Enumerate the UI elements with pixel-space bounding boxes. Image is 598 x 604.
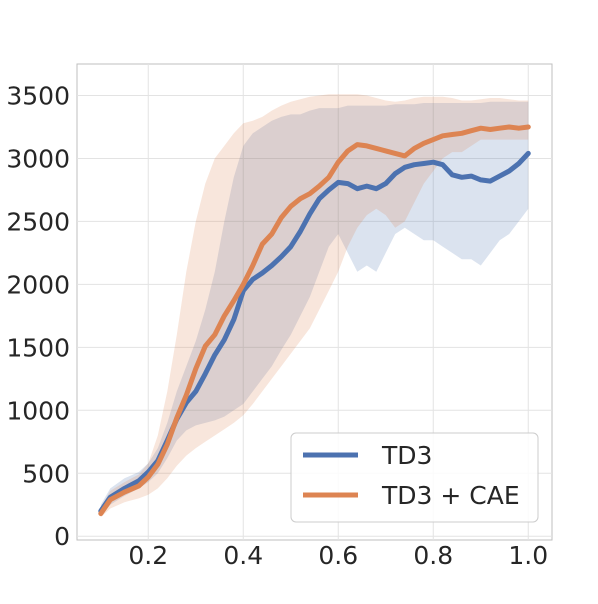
line-td3-cae	[98, 124, 531, 517]
y-tick-label: 0	[54, 522, 70, 551]
legend: TD3 TD3 + CAE	[290, 432, 539, 523]
y-tick-label: 1500	[6, 333, 70, 362]
band-td3-cae	[100, 94, 529, 518]
series-lines	[98, 124, 531, 517]
band-td3	[100, 101, 529, 517]
y-tick-label: 3000	[6, 144, 70, 173]
x-tick-label: 0.6	[318, 541, 358, 570]
y-tick-label: 2500	[6, 207, 70, 236]
x-tick-label: 0.2	[128, 541, 168, 570]
y-tick-label: 3500	[6, 81, 70, 110]
y-tick-label: 500	[22, 459, 70, 488]
axis-ticks: 0.2 0.4 0.6 0.8 1.0 0 500 1000 1500 2000 2500 3000 3…	[6, 81, 548, 570]
legend-label-td3-cae: TD3 + CAE	[381, 481, 520, 510]
x-tick-label: 0.8	[413, 541, 453, 570]
confidence-bands	[100, 94, 529, 518]
y-tick-label: 1000	[6, 396, 70, 425]
y-tick-label: 2000	[6, 270, 70, 299]
x-tick-label: 1.0	[508, 541, 548, 570]
x-tick-label: 0.4	[223, 541, 263, 570]
legend-label-td3: TD3	[381, 441, 432, 470]
